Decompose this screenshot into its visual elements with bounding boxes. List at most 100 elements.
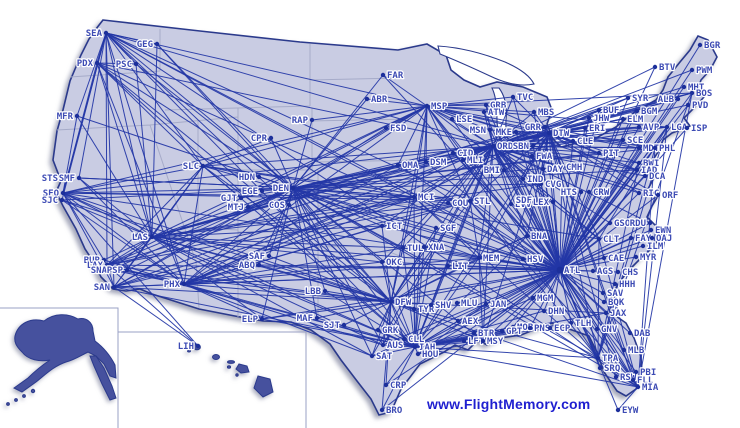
airport-dot-SFO <box>60 190 66 196</box>
airport-dot-OMA <box>395 162 401 168</box>
route-DTW-TPA <box>548 132 599 359</box>
airport-label-BQK: BQK <box>608 298 625 308</box>
route-ATL-CAE <box>559 257 605 271</box>
airport-dot-CLT <box>596 236 602 242</box>
route-PSC-LAS <box>135 63 153 238</box>
route-LAX-DEN <box>106 187 294 266</box>
airport-dot-MHT <box>681 84 687 90</box>
airport-dot-HTS <box>578 189 584 195</box>
route-ATL-OAJ <box>559 237 653 271</box>
aleutian-island <box>6 402 10 406</box>
airport-dot-EWN <box>648 227 654 233</box>
route-IAH-STL <box>414 200 471 348</box>
route-TPA-MCI <box>413 196 599 359</box>
route-ATL-GSO <box>559 222 611 271</box>
airport-dot-SGF <box>433 225 439 231</box>
route-MSP-LGA <box>426 105 668 128</box>
airport-dot-ATL <box>556 266 564 274</box>
airport-label-MLI: MLI <box>467 156 483 166</box>
airport-dot-XNA <box>421 244 427 250</box>
airport-dot-IAH <box>412 344 418 350</box>
airport-label-ATL: ATL <box>564 266 581 276</box>
route-IAH-SGF <box>414 227 437 348</box>
route-TPA-BOS <box>597 92 693 359</box>
route-IAH-JAN <box>414 303 487 348</box>
airport-dot-RIC <box>636 190 642 196</box>
route-MSP-OMA <box>397 105 428 166</box>
route-MSP-STL <box>426 105 471 202</box>
route-SFO-DEN <box>62 187 294 194</box>
route-ATL-CRP <box>385 269 561 386</box>
route-SMF-LAS <box>78 177 153 238</box>
airport-label-XNA: XNA <box>428 243 445 253</box>
airport-dot-EVV <box>508 201 514 207</box>
airport-label-MGM: MGM <box>537 294 554 304</box>
airport-label-ATW: ATW <box>488 108 505 118</box>
route-DEN-BOS <box>292 92 693 189</box>
route-ATL-SEA <box>105 32 561 271</box>
airport-label-ORF: ORF <box>662 191 678 201</box>
route-ATL-RDU <box>559 222 651 271</box>
airport-label-MCI: MCI <box>418 193 434 203</box>
route-MSP-CLT <box>426 105 600 240</box>
airport-label-SLC: SLC <box>183 162 199 172</box>
airport-label-ISP: ISP <box>691 124 708 134</box>
airport-dot-DAB <box>627 330 633 336</box>
airport-dot-MSP <box>424 103 430 109</box>
watermark-link[interactable]: www.FlightMemory.com <box>427 396 591 412</box>
airport-dot-BTR <box>471 330 477 336</box>
airport-label-BTV: BTV <box>659 63 676 73</box>
airport-dot-MGM <box>530 295 536 301</box>
airport-label-PDX: PDX <box>77 59 94 69</box>
airport-dot-MDT <box>636 145 642 151</box>
route-MIA-BOS <box>637 92 693 388</box>
airport-dot-RSW <box>613 374 619 380</box>
airport-dot-SBN <box>530 143 536 149</box>
airport-label-MIA: MIA <box>642 383 659 393</box>
island-niihau <box>187 349 191 353</box>
airport-label-AUS: AUS <box>387 341 403 351</box>
route-DFW-SFO <box>62 192 392 303</box>
route-PSC-DEN <box>135 63 294 189</box>
airport-label-MKE: MKE <box>496 128 512 138</box>
alaska-land <box>13 314 117 393</box>
airport-label-SAF: SAF <box>249 252 265 262</box>
airport-label-TLH: TLH <box>575 319 591 329</box>
airport-dot-PNS <box>527 325 533 331</box>
airport-label-TVC: TVC <box>517 93 533 103</box>
airport-dot-TPA <box>595 355 601 361</box>
alaska-panhandle <box>89 355 117 401</box>
airport-label-SDF: SDF <box>516 196 532 206</box>
airport-dot-BUR <box>101 257 107 263</box>
route-IAH-BNA <box>414 235 528 348</box>
airport-label-BGM: BGM <box>641 107 658 117</box>
airport-label-LFT: LFT <box>468 337 485 347</box>
airport-dot-ABQ <box>256 262 262 268</box>
route-HOU-JAN <box>417 303 487 355</box>
route-MSP-ORD <box>426 105 494 147</box>
airport-label-IAH: IAH <box>419 343 435 353</box>
airport-dot-ELM <box>620 116 626 122</box>
airport-label-MLB: MLB <box>628 346 645 356</box>
route-LAX-MSP <box>106 105 428 266</box>
airport-dot-DSM <box>423 159 429 165</box>
route-ATL-BRO <box>381 269 561 411</box>
airport-label-GRB: GRB <box>490 101 507 111</box>
route-ORD-SAT <box>371 145 494 357</box>
route-ATL-LIT <box>447 265 561 271</box>
airport-dot-DFW <box>388 299 394 305</box>
route-DFW-MIA <box>390 301 639 388</box>
route-ATL-EWN <box>559 229 652 271</box>
airport-dot-PWM <box>689 67 695 73</box>
airport-label-AEX: AEX <box>462 317 479 327</box>
route-DFW-BNA <box>390 235 528 303</box>
airport-dot-ABR <box>364 96 370 102</box>
airport-label-OAJ: OAJ <box>656 234 672 244</box>
route-ATL-TPA <box>559 269 599 359</box>
route-IAH-SAT <box>371 346 416 357</box>
route-DTW-AVP <box>548 126 640 134</box>
route-ATL-MCI <box>413 196 561 271</box>
airport-label-CAE: CAE <box>608 254 624 264</box>
airport-dot-SEA <box>103 30 109 36</box>
route-MIA-PHL <box>637 147 656 388</box>
